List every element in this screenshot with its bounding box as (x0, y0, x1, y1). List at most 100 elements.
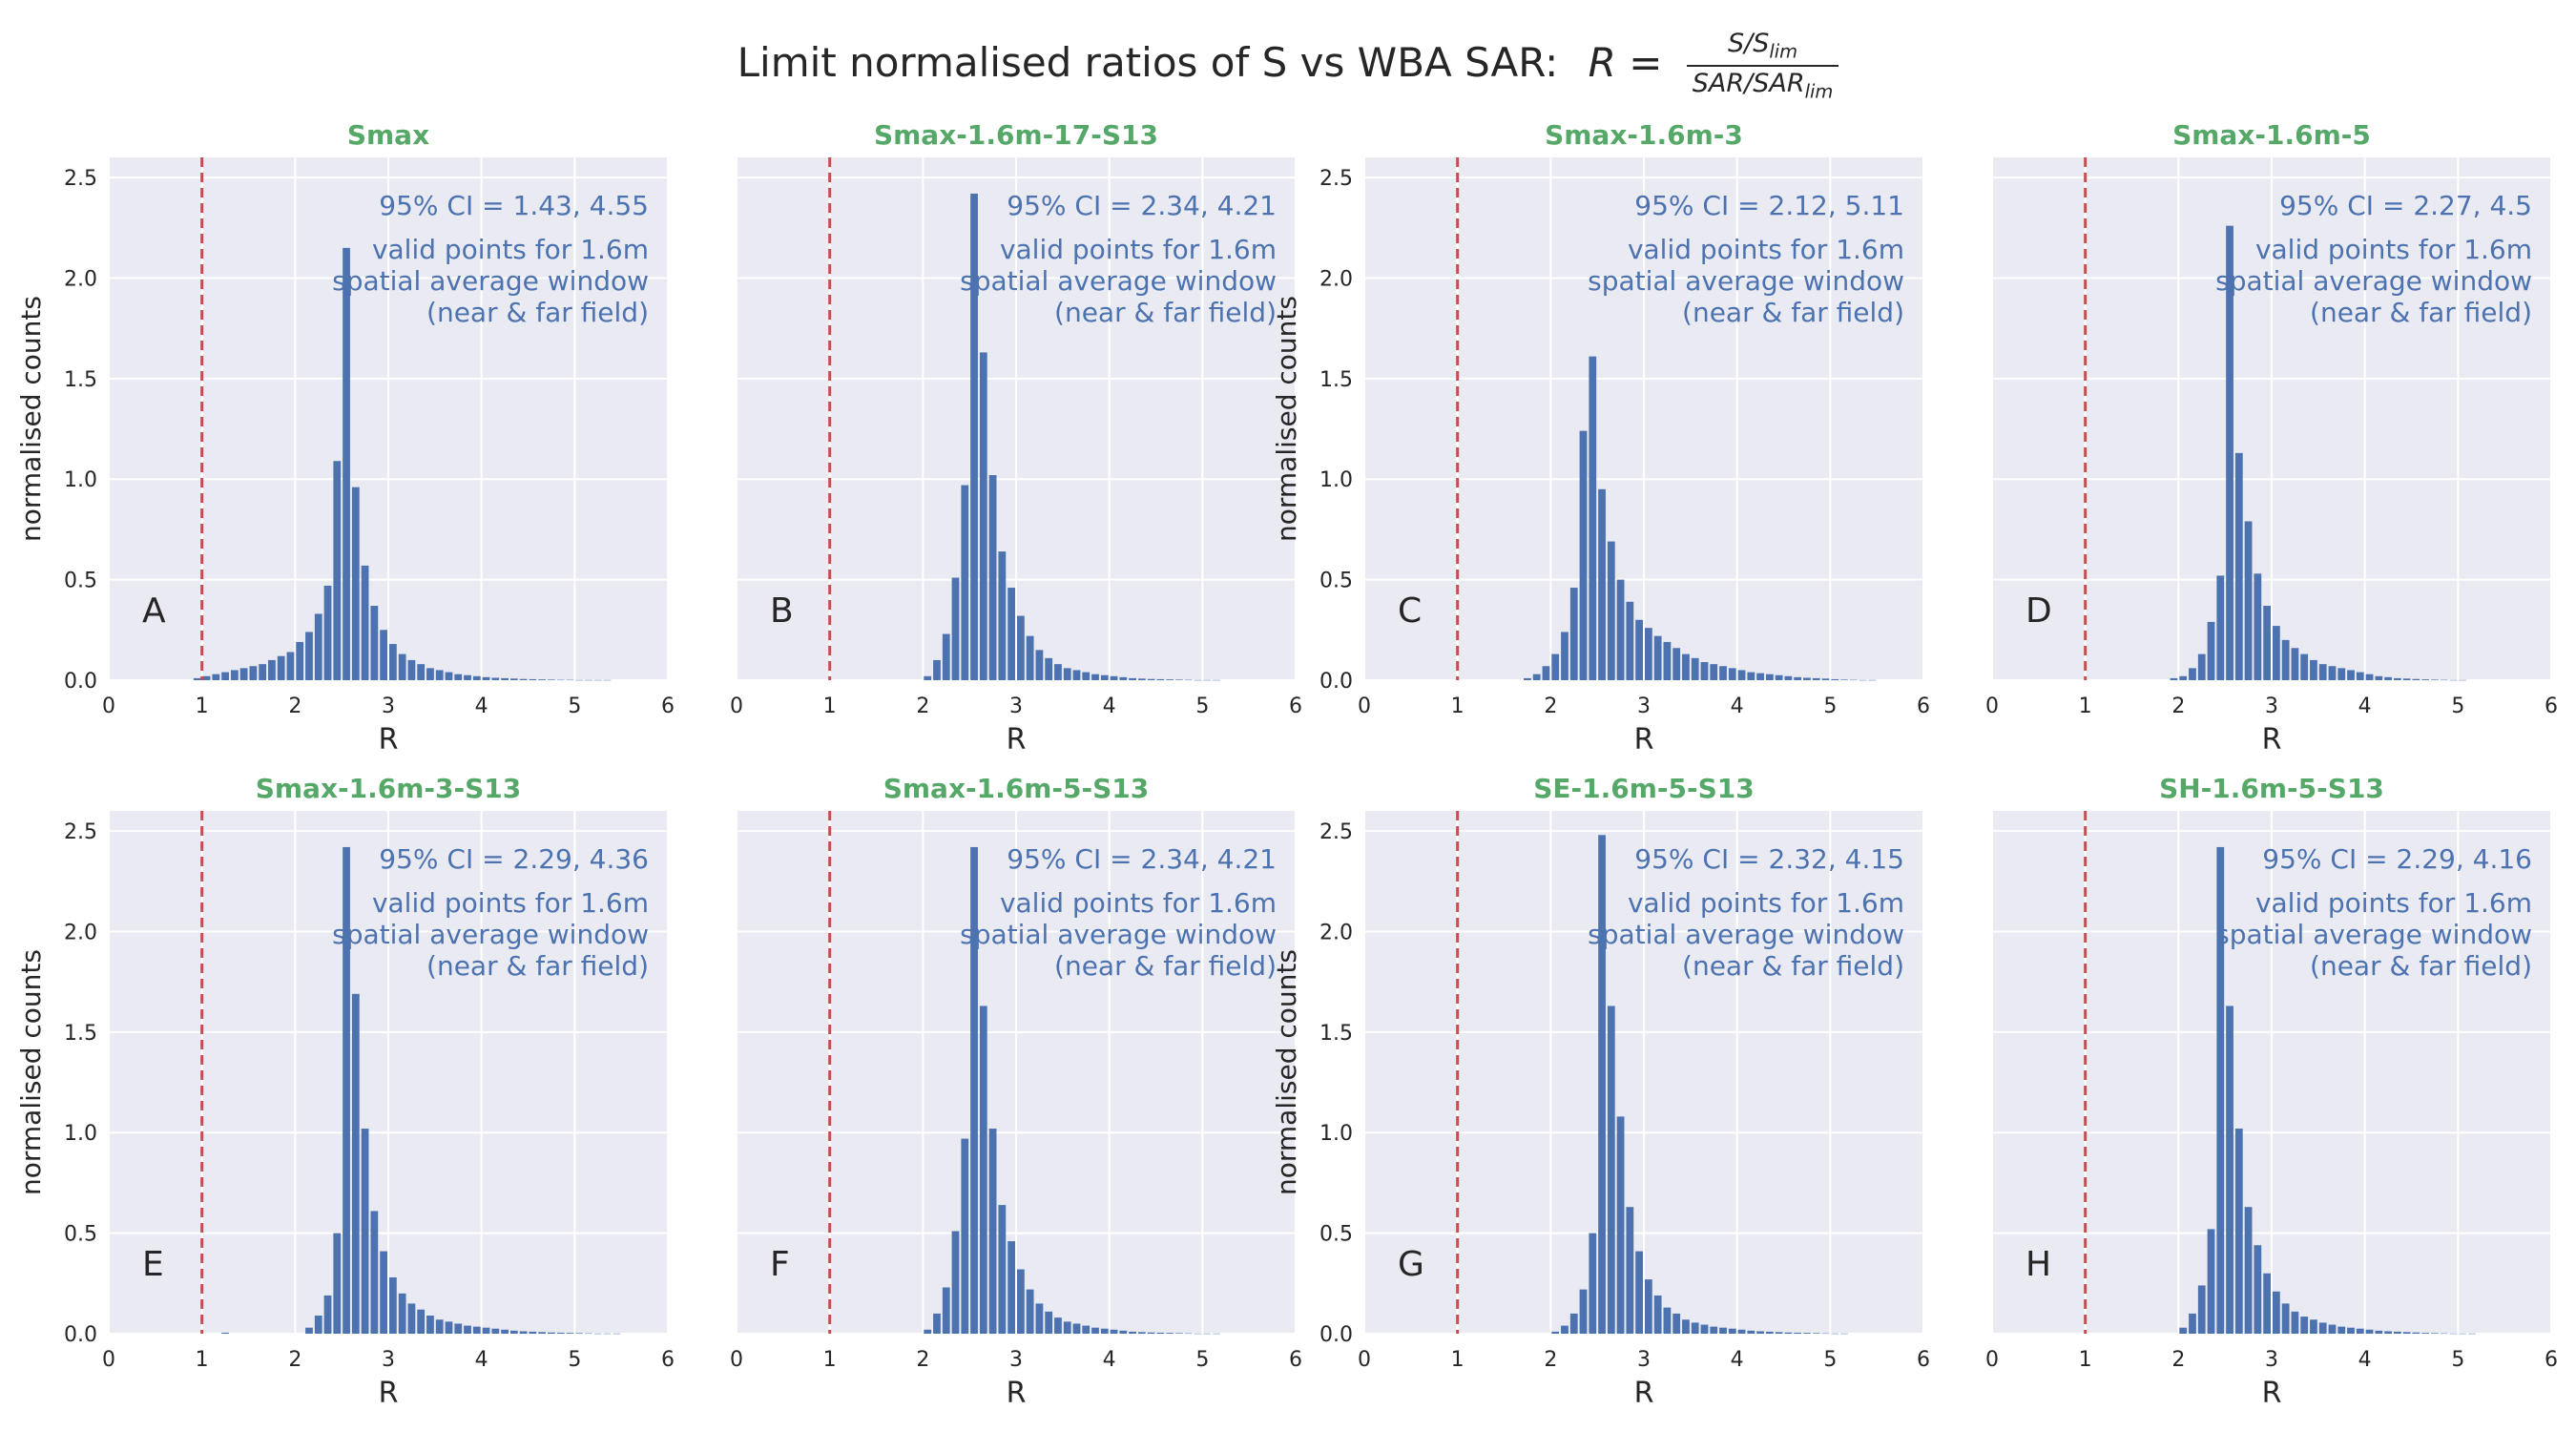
histogram-bar (1635, 1251, 1643, 1334)
x-axis-label: R (2262, 1377, 2282, 1410)
histogram-bar (548, 679, 555, 680)
fraction-numerator: S/Slim (1686, 29, 1839, 67)
histogram-bar (2318, 1322, 2327, 1334)
histogram-bar (1682, 1319, 1690, 1334)
y-tick-label: 1.0 (64, 1122, 97, 1146)
note-annotation-line: (near & far field) (426, 297, 649, 328)
histogram-bar (1784, 1332, 1793, 1334)
histogram-bar (426, 668, 434, 680)
note-annotation-line: valid points for 1.6m (1000, 887, 1277, 919)
y-tick-label: 1.5 (64, 368, 97, 392)
x-tick-label: 1 (823, 1348, 837, 1372)
histogram-bar (1831, 678, 1839, 680)
histogram-bar (1821, 678, 1830, 680)
x-tick-label: 3 (2265, 695, 2278, 718)
histogram-bar (1691, 657, 1699, 680)
ci-annotation: 95% CI = 1.43, 4.55 (379, 190, 649, 221)
histogram-bar (1008, 1241, 1015, 1334)
histogram-bar (2170, 677, 2178, 680)
histogram-bar (575, 679, 584, 681)
histogram-bar (1756, 1331, 1764, 1334)
histogram-bar (1635, 619, 1643, 680)
histogram-bar (2189, 668, 2196, 680)
histogram-bar (1756, 673, 1764, 680)
figure-title-formula-lhs: R = (1588, 39, 1663, 87)
subplot-e: 0 1 2 3 4 5 6 0.0 0.5 1.0 1.5 2.0 2.5 normalised coun… (15, 773, 675, 1410)
histogram-bar (2263, 1273, 2271, 1334)
histogram-bar (970, 846, 978, 1334)
subplot-title: Smax-1.6m-17-S13 (874, 119, 1158, 151)
note-annotation-line: spatial average window (2215, 919, 2532, 950)
ci-annotation: 95% CI = 2.32, 4.15 (1634, 843, 1904, 875)
histogram-bar (277, 655, 285, 680)
y-tick-label: 0.0 (1319, 1323, 1353, 1347)
note-annotation-line: (near & far field) (1054, 950, 1277, 982)
histogram-bar (1710, 1326, 1718, 1334)
histogram-bar (1026, 635, 1034, 680)
x-tick-label: 1 (196, 695, 209, 718)
histogram-bar (2226, 1006, 2233, 1334)
note-annotation-line: valid points for 1.6m (1000, 234, 1277, 265)
histogram-bar (398, 653, 406, 680)
histogram-bar (501, 1329, 509, 1334)
histogram-bar (1765, 674, 1774, 680)
histogram-bar (314, 613, 322, 680)
histogram-bar (1840, 679, 1848, 680)
histogram-bar (951, 577, 960, 680)
y-tick-label: 2.5 (64, 820, 97, 844)
histogram-bar (2431, 679, 2439, 680)
histogram-bar (1775, 674, 1783, 680)
histogram-bar (2365, 674, 2374, 680)
histogram-bar (613, 1333, 621, 1335)
histogram-bar (2356, 672, 2364, 680)
histogram-bar (1653, 635, 1662, 680)
histogram-bar (212, 674, 220, 680)
histogram-bar (2328, 666, 2337, 680)
histogram-bar (961, 1138, 969, 1334)
histogram-bar (1194, 1333, 1202, 1335)
x-tick-label: 5 (1195, 1348, 1209, 1372)
y-tick-label: 1.0 (1319, 1122, 1353, 1146)
x-tick-label: 2 (916, 695, 929, 718)
histogram-bar (1054, 1317, 1062, 1334)
histogram-bar (2273, 1291, 2280, 1334)
histogram-bar (2421, 679, 2430, 680)
x-tick-label: 6 (1917, 1348, 1930, 1372)
histogram-bar (2291, 648, 2299, 680)
histogram-bar (979, 1006, 987, 1334)
histogram-bar (380, 1251, 387, 1334)
histogram-bar (603, 679, 612, 681)
numerator-text: S/S (1728, 29, 1770, 58)
x-tick-label: 6 (1917, 695, 1930, 718)
histogram-bar (435, 1319, 444, 1334)
histogram-bar (1812, 677, 1820, 680)
histogram-bar (556, 679, 565, 681)
histogram-bar (2412, 678, 2420, 680)
note-annotation-line: spatial average window (1588, 919, 1904, 950)
note-annotation-line: spatial average window (960, 919, 1277, 950)
histogram-bar (1616, 579, 1625, 680)
histogram-bar (1035, 650, 1044, 680)
histogram-bar (1082, 672, 1091, 680)
y-tick-label: 0.0 (64, 670, 97, 694)
subplot-title: Smax-1.6m-3 (1545, 119, 1743, 151)
subplot-title: Smax-1.6m-3-S13 (256, 773, 522, 804)
histogram-bar (575, 1333, 584, 1334)
histogram-bar (1589, 356, 1597, 680)
histogram-bar (519, 1331, 528, 1334)
x-tick-label: 0 (730, 1348, 743, 1372)
histogram-bar (464, 1325, 471, 1334)
histogram-bar (370, 1211, 379, 1334)
x-tick-label: 0 (1985, 1348, 1999, 1372)
note-annotation-line: (near & far field) (1682, 297, 1904, 328)
histogram-bar (1063, 1321, 1071, 1334)
histogram-bar (979, 352, 987, 680)
x-tick-label: 2 (916, 1348, 929, 1372)
y-tick-label: 2.0 (64, 921, 97, 944)
histogram-bar (417, 1309, 426, 1334)
x-tick-label: 1 (196, 1348, 209, 1372)
histogram-bar (951, 1231, 960, 1334)
histogram-bar (2402, 1332, 2411, 1334)
x-tick-label: 5 (2451, 1348, 2464, 1372)
x-tick-label: 1 (2079, 695, 2092, 718)
